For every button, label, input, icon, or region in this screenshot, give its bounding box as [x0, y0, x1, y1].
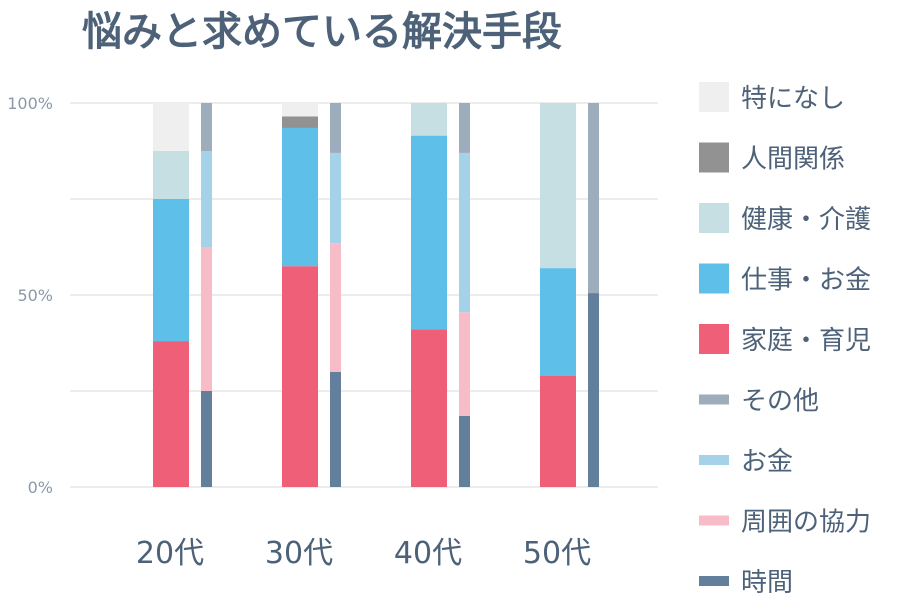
bar-segment: [153, 151, 189, 199]
y-tick-label: 0%: [28, 478, 53, 497]
bar-segment-narrow: [201, 103, 212, 151]
bars: [153, 103, 599, 487]
y-tick-label: 100%: [7, 94, 53, 113]
bar-segment-narrow: [459, 103, 470, 153]
bar-segment-narrow: [330, 103, 341, 153]
legend-swatch: [699, 142, 729, 173]
legend-item: お金: [699, 447, 793, 477]
legend-label: 特になし: [741, 84, 845, 114]
legend-item: その他: [699, 387, 819, 417]
legend-item: 健康・介護: [699, 203, 871, 235]
legend-swatch: [699, 82, 729, 112]
legend-item: 家庭・育児: [699, 324, 871, 356]
legend-label: 健康・介護: [741, 205, 871, 235]
bar-segment: [153, 341, 189, 487]
legend-swatch: [699, 263, 729, 294]
bar-segment-narrow: [588, 103, 599, 294]
bar-segment: [153, 103, 189, 151]
bar-segment: [411, 329, 447, 487]
bar-segment-narrow: [201, 151, 212, 247]
bar-segment: [540, 375, 576, 487]
legend-label: 家庭・育児: [741, 326, 871, 356]
y-axis-ticks: 0% 50% 100%: [7, 94, 53, 497]
bar-segment-narrow: [459, 152, 470, 313]
x-tick-label: 30代: [265, 536, 333, 571]
bar-segment-narrow: [459, 415, 470, 487]
legend-label: その他: [741, 387, 819, 417]
legend-label: お金: [741, 447, 793, 477]
bar-segment: [282, 103, 318, 117]
legend-swatch: [699, 394, 729, 405]
x-tick-label: 20代: [136, 536, 204, 571]
bar-segment-narrow: [201, 247, 212, 391]
legend-label: 仕事・お金: [741, 266, 871, 296]
legend-swatch: [699, 576, 729, 586]
bar-segment: [540, 268, 576, 376]
legend-swatch: [699, 203, 729, 233]
x-tick-label: 40代: [394, 536, 462, 571]
bar-segment: [282, 127, 318, 267]
bar-segment: [153, 199, 189, 342]
bar-segment-narrow: [588, 293, 599, 487]
legend-item: 時間: [699, 568, 793, 598]
bar-segment: [282, 266, 318, 487]
bar-segment-narrow: [330, 371, 341, 487]
y-tick-label: 50%: [17, 286, 53, 305]
bar-segment: [540, 103, 576, 269]
x-tick-label: 50代: [523, 536, 591, 571]
legend-label: 時間: [741, 568, 793, 598]
bar-segment-narrow: [459, 312, 470, 416]
legend-label: 周囲の協力: [741, 508, 871, 538]
legend-item: 人間関係: [699, 142, 845, 175]
bar-segment-narrow: [201, 391, 212, 487]
legend-label: 人間関係: [741, 145, 845, 175]
legend-swatch: [699, 515, 729, 526]
bar-segment-narrow: [330, 243, 341, 372]
legend-item: 仕事・お金: [699, 263, 871, 296]
legend-swatch: [699, 324, 729, 354]
bar-segment: [282, 116, 318, 128]
bar-segment-narrow: [330, 152, 341, 244]
x-axis-ticks: 20代 30代 40代 50代: [136, 536, 591, 571]
chart-title: 悩みと求めている解決手段: [82, 9, 562, 55]
legend-item: 特になし: [699, 82, 845, 114]
legend-item: 周囲の協力: [699, 508, 871, 538]
bar-segment: [411, 103, 447, 136]
legend-swatch: [699, 455, 729, 465]
bar-segment: [411, 135, 447, 330]
